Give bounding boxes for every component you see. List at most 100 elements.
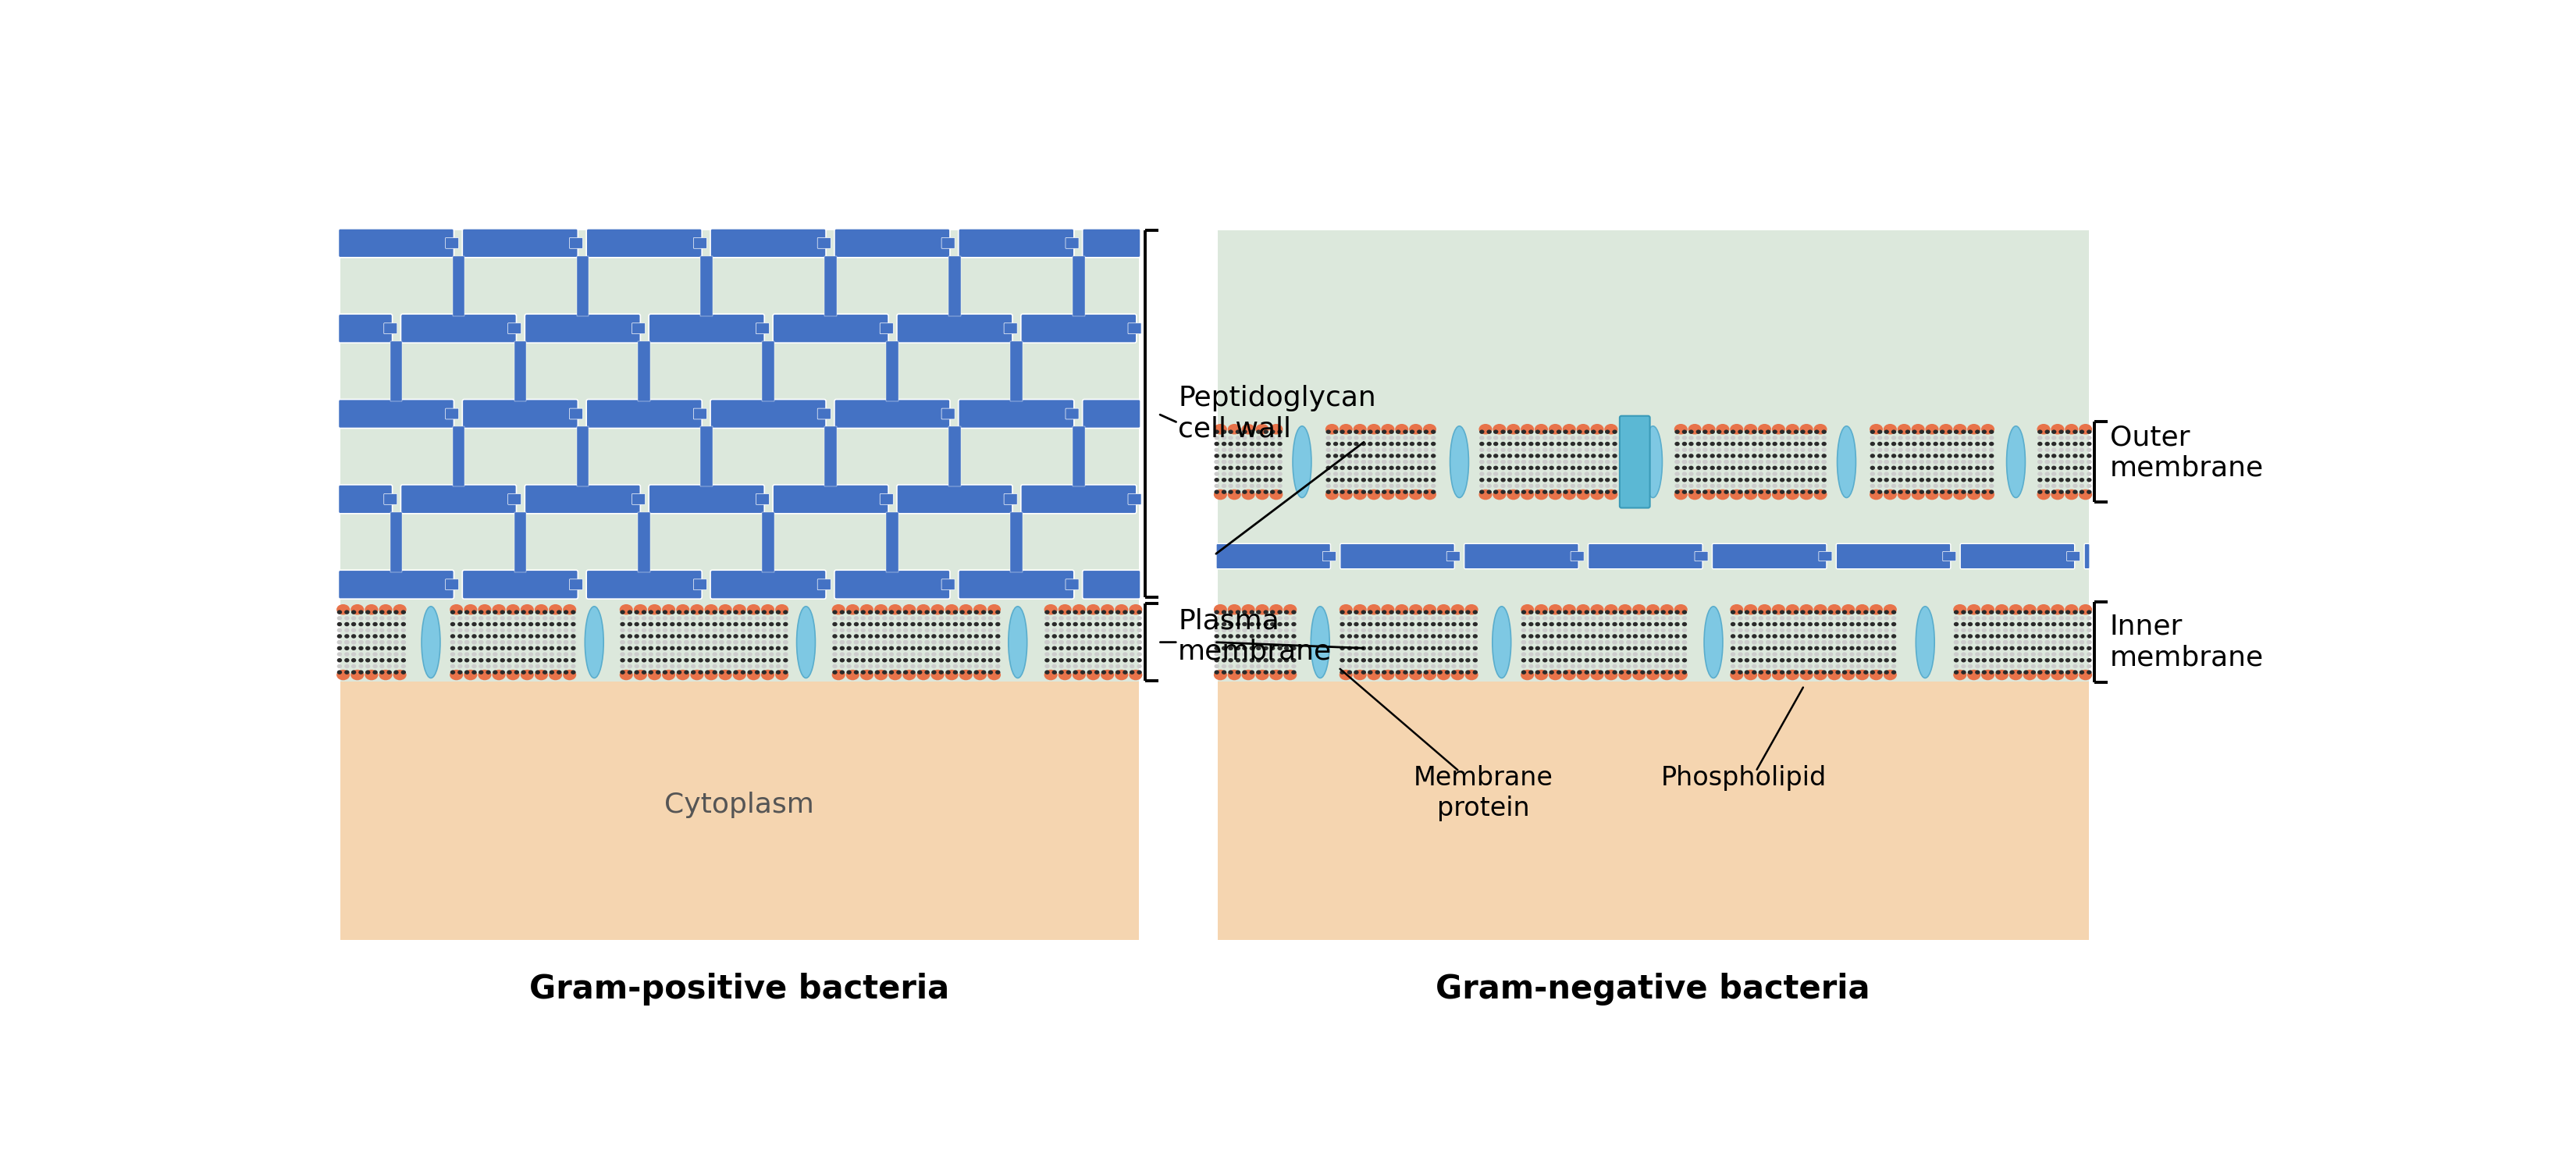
Ellipse shape <box>762 658 768 662</box>
Ellipse shape <box>1772 477 1777 482</box>
Ellipse shape <box>1051 610 1056 615</box>
Ellipse shape <box>1605 460 1610 464</box>
Ellipse shape <box>909 616 914 620</box>
Ellipse shape <box>1821 460 1826 464</box>
Ellipse shape <box>1074 616 1077 620</box>
Ellipse shape <box>536 634 541 638</box>
Ellipse shape <box>528 640 533 645</box>
Ellipse shape <box>1646 669 1659 680</box>
Ellipse shape <box>1417 629 1422 632</box>
Ellipse shape <box>1409 471 1414 476</box>
Ellipse shape <box>966 652 971 656</box>
Ellipse shape <box>1221 490 1226 494</box>
FancyBboxPatch shape <box>1216 544 1329 569</box>
Ellipse shape <box>1368 634 1373 638</box>
Ellipse shape <box>1522 460 1525 464</box>
Ellipse shape <box>1821 658 1826 662</box>
Ellipse shape <box>1584 490 1589 494</box>
Ellipse shape <box>1785 634 1790 638</box>
Ellipse shape <box>1597 616 1602 620</box>
Ellipse shape <box>1891 670 1896 674</box>
Ellipse shape <box>1417 477 1422 482</box>
Ellipse shape <box>1919 454 1924 457</box>
Ellipse shape <box>1911 477 1917 482</box>
Ellipse shape <box>1486 430 1492 434</box>
Ellipse shape <box>1502 490 1504 494</box>
Ellipse shape <box>1376 448 1381 452</box>
Ellipse shape <box>1674 466 1680 470</box>
Ellipse shape <box>1968 454 1973 457</box>
Ellipse shape <box>981 622 987 626</box>
Ellipse shape <box>762 646 768 651</box>
FancyBboxPatch shape <box>711 228 827 257</box>
Ellipse shape <box>1960 634 1965 638</box>
Ellipse shape <box>1968 652 1973 656</box>
Ellipse shape <box>1870 489 1883 499</box>
Ellipse shape <box>1278 670 1283 674</box>
Ellipse shape <box>1278 665 1283 668</box>
Ellipse shape <box>1919 471 1924 476</box>
Ellipse shape <box>1759 441 1765 446</box>
Ellipse shape <box>1221 460 1226 464</box>
Ellipse shape <box>1821 629 1826 632</box>
Ellipse shape <box>2074 435 2079 440</box>
Ellipse shape <box>1571 640 1577 645</box>
Ellipse shape <box>487 652 492 656</box>
Ellipse shape <box>1262 448 1267 452</box>
Ellipse shape <box>1597 640 1602 645</box>
Ellipse shape <box>1953 652 1958 656</box>
Ellipse shape <box>345 670 350 674</box>
Ellipse shape <box>1662 640 1667 645</box>
Ellipse shape <box>974 616 979 620</box>
Ellipse shape <box>1739 622 1744 626</box>
Ellipse shape <box>1625 616 1631 620</box>
Ellipse shape <box>1793 610 1798 615</box>
Ellipse shape <box>1731 616 1736 620</box>
Ellipse shape <box>1646 629 1651 632</box>
Ellipse shape <box>2004 640 2007 645</box>
Ellipse shape <box>1878 471 1883 476</box>
Ellipse shape <box>1404 640 1409 645</box>
Ellipse shape <box>1257 610 1262 615</box>
Ellipse shape <box>1605 665 1610 668</box>
Ellipse shape <box>1123 634 1128 638</box>
Ellipse shape <box>1968 629 1973 632</box>
Ellipse shape <box>500 634 505 638</box>
Ellipse shape <box>662 665 667 668</box>
Ellipse shape <box>1646 616 1651 620</box>
Ellipse shape <box>677 670 683 674</box>
Ellipse shape <box>1257 441 1262 446</box>
Ellipse shape <box>1535 489 1548 499</box>
Ellipse shape <box>1785 424 1798 434</box>
Ellipse shape <box>1785 652 1790 656</box>
Ellipse shape <box>1108 634 1113 638</box>
Ellipse shape <box>1355 640 1358 645</box>
Ellipse shape <box>1883 460 1888 464</box>
Ellipse shape <box>848 640 853 645</box>
Ellipse shape <box>1543 634 1548 638</box>
Ellipse shape <box>739 665 744 668</box>
Ellipse shape <box>860 610 866 615</box>
Ellipse shape <box>564 616 569 620</box>
Ellipse shape <box>1376 629 1381 632</box>
Ellipse shape <box>337 629 343 632</box>
Ellipse shape <box>719 616 724 620</box>
Ellipse shape <box>1989 430 1994 434</box>
FancyBboxPatch shape <box>817 237 832 248</box>
Ellipse shape <box>2074 616 2079 620</box>
Ellipse shape <box>860 622 866 626</box>
Ellipse shape <box>1221 622 1226 626</box>
Ellipse shape <box>1507 477 1512 482</box>
Ellipse shape <box>1396 604 1409 615</box>
Ellipse shape <box>1953 466 1958 470</box>
Ellipse shape <box>677 640 683 645</box>
Ellipse shape <box>1850 652 1855 656</box>
Ellipse shape <box>1989 658 1994 662</box>
Ellipse shape <box>528 670 533 674</box>
Ellipse shape <box>677 640 683 645</box>
Ellipse shape <box>394 622 399 626</box>
Ellipse shape <box>1368 424 1381 434</box>
Ellipse shape <box>1548 454 1553 457</box>
Ellipse shape <box>1605 471 1610 476</box>
Ellipse shape <box>459 665 464 668</box>
